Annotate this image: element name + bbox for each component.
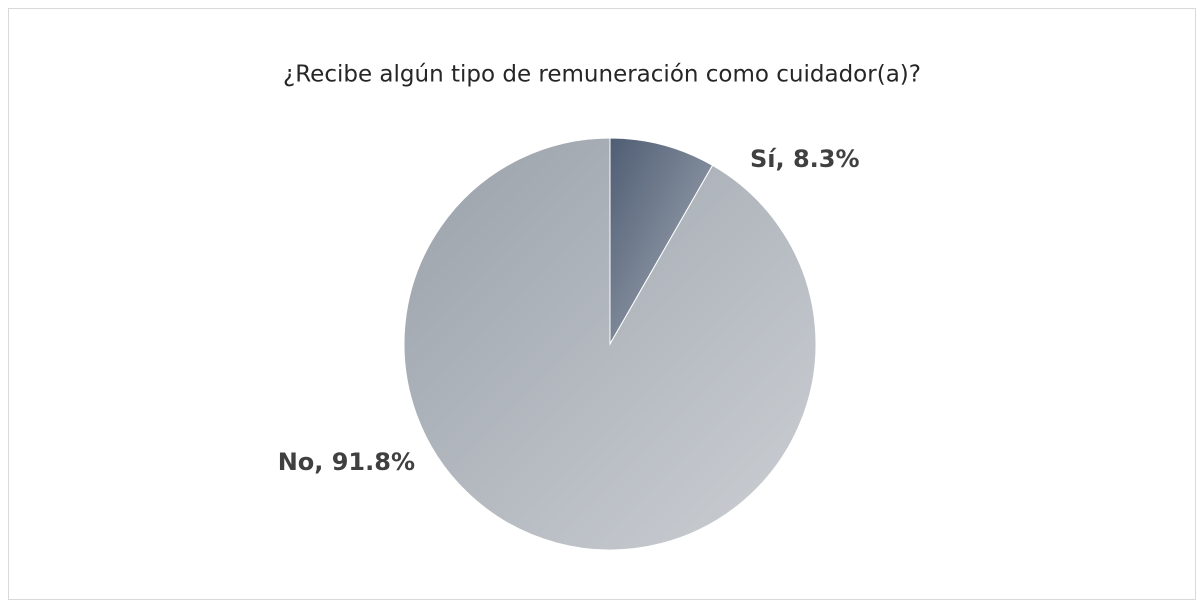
- data-label: Sí, 8.3%: [750, 145, 860, 173]
- data-label: No, 91.8%: [278, 448, 415, 476]
- chart-title: ¿Recibe algún tipo de remuneración como …: [283, 62, 921, 88]
- pie-slice: [403, 137, 817, 551]
- pie-slice: [609, 137, 714, 346]
